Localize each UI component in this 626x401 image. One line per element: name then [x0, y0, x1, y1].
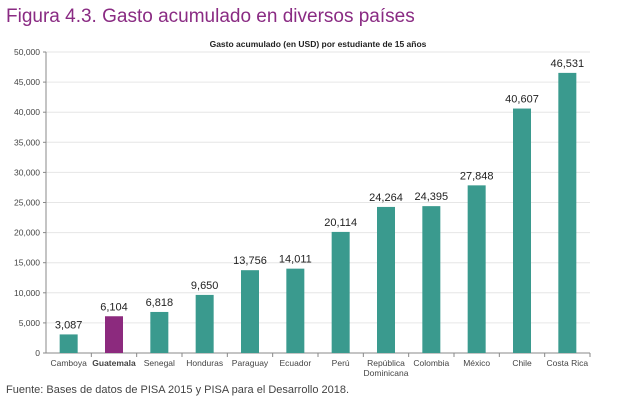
- bar: [331, 231, 350, 353]
- x-tick-label: Chile: [512, 358, 532, 368]
- chart-area: Gasto acumulado (en USD) por estudiante …: [0, 36, 626, 382]
- x-tick-label: Perú: [332, 358, 350, 368]
- bar-chart: Gasto acumulado (en USD) por estudiante …: [14, 39, 591, 378]
- x-tick-label: República: [367, 358, 405, 368]
- bar: [513, 108, 531, 353]
- x-tick-label: Camboya: [50, 358, 87, 368]
- bar: [286, 268, 305, 353]
- x-tick-label: México: [463, 358, 490, 368]
- y-tick-label: 5,000: [19, 318, 41, 328]
- y-tick-label: 50,000: [14, 47, 40, 57]
- figure-title: Figura 4.3. Gasto acumulado en diversos …: [6, 6, 415, 27]
- data-label: 24,395: [415, 191, 449, 203]
- y-tick-label: 40,000: [14, 107, 40, 117]
- y-tick-label: 30,000: [14, 167, 40, 177]
- data-label: 40,607: [505, 94, 539, 106]
- data-label: 9,650: [191, 280, 219, 292]
- data-label: 6,104: [100, 301, 128, 313]
- y-tick-label: 45,000: [14, 77, 40, 87]
- bar: [467, 185, 486, 353]
- data-label: 3,087: [55, 319, 83, 331]
- bar: [150, 311, 169, 353]
- x-tick-label: Paraguay: [232, 358, 269, 368]
- x-tick-label: Honduras: [186, 358, 223, 368]
- x-tick-label: Ecuador: [279, 358, 311, 368]
- source-note: Fuente: Bases de datos de PISA 2015 y PI…: [6, 384, 350, 396]
- bar: [558, 72, 577, 354]
- x-tick-label: Costa Rica: [547, 358, 589, 368]
- bar: [105, 316, 123, 353]
- bar: [195, 294, 214, 353]
- x-tick-label: Colombia: [413, 358, 449, 368]
- chart-title: Gasto acumulado (en USD) por estudiante …: [210, 39, 427, 49]
- data-label: 20,114: [324, 217, 357, 229]
- bar: [422, 206, 441, 353]
- x-tick-label: Guatemala: [92, 358, 136, 368]
- x-tick-label: Senegal: [144, 358, 175, 368]
- data-label: 14,011: [279, 254, 312, 266]
- y-tick-label: 35,000: [14, 137, 40, 147]
- data-label: 6,818: [146, 297, 174, 309]
- y-tick-label: 20,000: [14, 228, 40, 238]
- data-label: 13,756: [233, 255, 267, 267]
- bar: [59, 334, 78, 353]
- bar: [377, 206, 395, 353]
- data-label: 46,531: [551, 58, 585, 70]
- y-tick-label: 25,000: [14, 198, 40, 208]
- y-tick-label: 0: [35, 348, 40, 358]
- x-tick-label: Dominicana: [364, 368, 409, 378]
- data-label: 27,848: [460, 170, 494, 182]
- bar: [241, 270, 259, 353]
- y-tick-label: 15,000: [14, 258, 40, 268]
- data-label: 24,264: [369, 192, 403, 204]
- y-tick-label: 10,000: [14, 288, 40, 298]
